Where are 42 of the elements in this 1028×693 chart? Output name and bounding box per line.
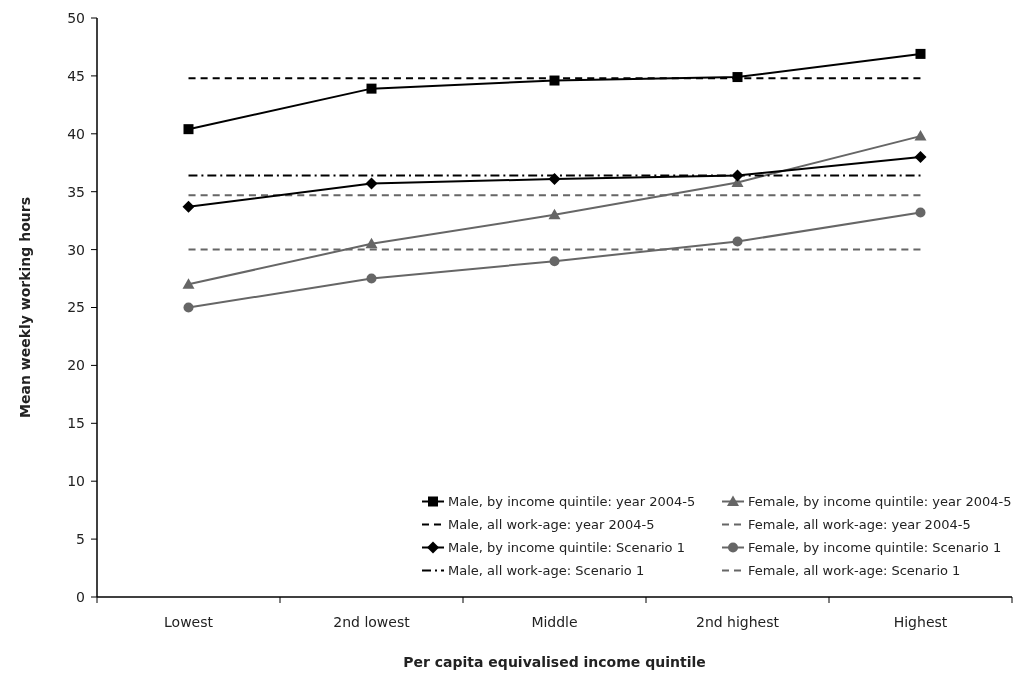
point: [914, 130, 927, 141]
point: [915, 48, 926, 59]
legend-label: Female, all work-age: year 2004-5: [748, 517, 971, 533]
point: [182, 278, 195, 289]
y-tick-label: 45: [67, 67, 85, 84]
point: [365, 237, 378, 249]
y-tick-label: 35: [67, 183, 85, 200]
y-tick-label: 5: [76, 531, 85, 547]
legend-label: Male, all work-age: Scenario 1: [448, 563, 645, 579]
x-axis-title: Per capita equivalised income quintile: [403, 654, 706, 670]
legend-label: Female, by income quintile: year 2004-5: [748, 494, 1012, 510]
y-tick-label: 0: [76, 588, 85, 605]
y-tick-label: 20: [67, 357, 85, 374]
point: [366, 83, 377, 94]
point: [732, 236, 743, 247]
point: [365, 177, 378, 190]
x-tick-label: Lowest: [164, 614, 214, 630]
x-tick-label: 2nd highest: [695, 614, 780, 630]
point: [914, 150, 927, 163]
point: [548, 172, 561, 185]
point: [548, 208, 561, 220]
y-tick-label: 40: [67, 125, 85, 142]
y-axis-title: Mean weekly working hours: [17, 197, 33, 418]
point: [183, 302, 194, 313]
y-tick-label: 15: [67, 415, 85, 432]
y-tick-label: 25: [67, 299, 85, 316]
x-tick-label: Highest: [893, 614, 948, 630]
y-tick-label: 10: [67, 473, 85, 490]
legend-label: Male, all work-age: year 2004-5: [448, 517, 655, 533]
point: [549, 256, 560, 267]
x-tick-label: Middle: [531, 614, 578, 630]
legend-label: Male, by income quintile: Scenario 1: [448, 540, 685, 556]
point: [915, 207, 926, 218]
legend-label: Male, by income quintile: year 2004-5: [448, 494, 696, 510]
point: [366, 273, 377, 284]
y-tick-label: 30: [67, 241, 85, 258]
point: [183, 124, 194, 135]
point: [182, 200, 195, 213]
y-tick-label: 50: [67, 9, 85, 26]
x-tick-label: 2nd lowest: [333, 614, 411, 630]
legend-label: Female, all work-age: Scenario 1: [748, 563, 961, 579]
legend-label: Female, by income quintile: Scenario 1: [748, 540, 1002, 556]
